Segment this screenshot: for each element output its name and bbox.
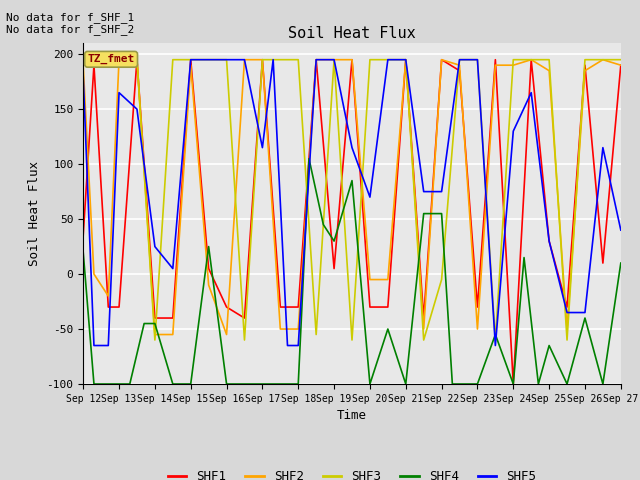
Title: Soil Heat Flux: Soil Heat Flux	[288, 25, 416, 41]
Text: TZ_fmet: TZ_fmet	[88, 54, 135, 64]
Legend: SHF1, SHF2, SHF3, SHF4, SHF5: SHF1, SHF2, SHF3, SHF4, SHF5	[163, 465, 541, 480]
Text: No data for f_SHF_1
No data for f_SHF_2: No data for f_SHF_1 No data for f_SHF_2	[6, 12, 134, 36]
X-axis label: Time: Time	[337, 409, 367, 422]
Y-axis label: Soil Heat Flux: Soil Heat Flux	[28, 161, 41, 266]
